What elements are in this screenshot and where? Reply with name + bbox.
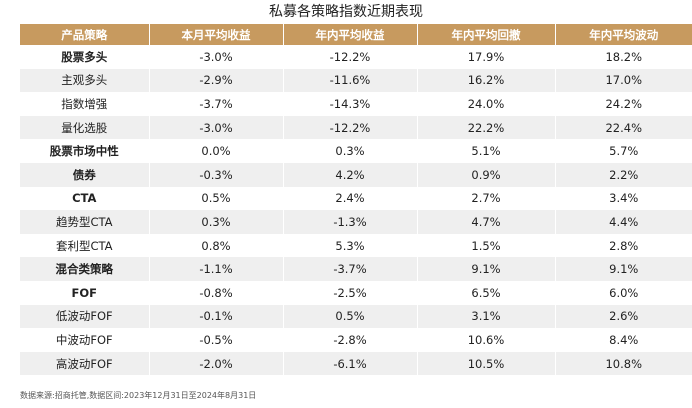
ytd-return-cell: -1.3% — [283, 210, 418, 234]
strategy-name-cell: 中波动FOF — [20, 328, 150, 352]
ytd-return-cell: -2.5% — [283, 280, 418, 305]
monthly-return-cell: 0.8% — [149, 233, 284, 258]
ytd-volatility-cell: 5.7% — [555, 139, 692, 163]
ytd-drawdown-cell: 17.9% — [417, 45, 556, 69]
header-ytd-return: 年内平均收益 — [283, 24, 418, 45]
strategy-name-cell: 趋势型CTA — [20, 210, 150, 234]
table-header-row: 产品策略 本月平均收益 年内平均收益 年内平均回撤 年内平均波动 — [20, 24, 692, 45]
monthly-return-cell: -1.1% — [149, 257, 284, 281]
ytd-drawdown-cell: 9.1% — [417, 257, 556, 281]
ytd-return-cell: -11.6% — [283, 68, 418, 93]
ytd-volatility-cell: 8.4% — [555, 328, 692, 352]
table-row: 低波动FOF -0.1% 0.5% 3.1% 2.6% — [20, 304, 692, 329]
ytd-drawdown-cell: 24.0% — [417, 92, 556, 116]
strategy-name-cell: 量化选股 — [20, 115, 150, 140]
header-monthly-return: 本月平均收益 — [149, 24, 284, 45]
monthly-return-cell: 0.3% — [149, 210, 284, 234]
ytd-return-cell: 2.4% — [283, 186, 418, 211]
table-row: 指数增强 -3.7% -14.3% 24.0% 24.2% — [20, 92, 692, 116]
data-source-note: 数据来源:招商托管,数据区间:2023年12月31日至2024年8月31日 — [20, 391, 257, 400]
monthly-return-cell: -0.5% — [149, 328, 284, 352]
ytd-drawdown-cell: 10.5% — [417, 351, 556, 376]
table-row: 高波动FOF -2.0% -6.1% 10.5% 10.8% — [20, 351, 692, 376]
ytd-return-cell: 0.3% — [283, 139, 418, 163]
table-row: CTA 0.5% 2.4% 2.7% 3.4% — [20, 186, 692, 211]
ytd-volatility-cell: 4.4% — [555, 210, 692, 234]
table-row: 股票市场中性 0.0% 0.3% 5.1% 5.7% — [20, 139, 692, 163]
monthly-return-cell: -3.7% — [149, 92, 284, 116]
strategy-name-cell: 套利型CTA — [20, 233, 150, 258]
strategy-name-cell: 低波动FOF — [20, 304, 150, 329]
ytd-return-cell: 4.2% — [283, 162, 418, 187]
strategy-name-cell: 混合类策略 — [20, 257, 150, 281]
table-row: 套利型CTA 0.8% 5.3% 1.5% 2.8% — [20, 233, 692, 258]
table-row: FOF -0.8% -2.5% 6.5% 6.0% — [20, 280, 692, 305]
table-row: 中波动FOF -0.5% -2.8% 10.6% 8.4% — [20, 328, 692, 352]
ytd-drawdown-cell: 22.2% — [417, 115, 556, 140]
ytd-volatility-cell: 22.4% — [555, 115, 692, 140]
ytd-return-cell: -12.2% — [283, 115, 418, 140]
ytd-volatility-cell: 6.0% — [555, 280, 692, 305]
strategy-name-cell: CTA — [20, 186, 150, 211]
ytd-volatility-cell: 2.8% — [555, 233, 692, 258]
strategy-name-cell: 高波动FOF — [20, 351, 150, 376]
ytd-return-cell: 0.5% — [283, 304, 418, 329]
ytd-drawdown-cell: 3.1% — [417, 304, 556, 329]
table-row: 主观多头 -2.9% -11.6% 16.2% 17.0% — [20, 68, 692, 93]
strategy-name-cell: 主观多头 — [20, 68, 150, 93]
strategy-name-cell: 债券 — [20, 162, 150, 187]
monthly-return-cell: -3.0% — [149, 45, 284, 69]
ytd-drawdown-cell: 5.1% — [417, 139, 556, 163]
table-row: 债券 -0.3% 4.2% 0.9% 2.2% — [20, 162, 692, 187]
strategy-name-cell: 指数增强 — [20, 92, 150, 116]
ytd-drawdown-cell: 0.9% — [417, 162, 556, 187]
ytd-volatility-cell: 2.6% — [555, 304, 692, 329]
ytd-return-cell: -2.8% — [283, 328, 418, 352]
ytd-volatility-cell: 17.0% — [555, 68, 692, 93]
monthly-return-cell: -2.9% — [149, 68, 284, 93]
header-strategy: 产品策略 — [20, 24, 150, 45]
ytd-drawdown-cell: 4.7% — [417, 210, 556, 234]
ytd-return-cell: -12.2% — [283, 45, 418, 69]
ytd-drawdown-cell: 16.2% — [417, 68, 556, 93]
strategy-performance-table: 产品策略 本月平均收益 年内平均收益 年内平均回撤 年内平均波动 股票多头 -3.… — [20, 24, 692, 376]
strategy-name-cell: 股票多头 — [20, 45, 150, 69]
monthly-return-cell: 0.5% — [149, 186, 284, 211]
ytd-drawdown-cell: 10.6% — [417, 328, 556, 352]
table-title: 私募各策略指数近期表现 — [269, 4, 423, 20]
ytd-return-cell: -3.7% — [283, 257, 418, 281]
ytd-return-cell: 5.3% — [283, 233, 418, 258]
monthly-return-cell: -0.3% — [149, 162, 284, 187]
monthly-return-cell: -0.8% — [149, 280, 284, 305]
table-row: 股票多头 -3.0% -12.2% 17.9% 18.2% — [20, 45, 692, 69]
table-row: 趋势型CTA 0.3% -1.3% 4.7% 4.4% — [20, 210, 692, 234]
ytd-drawdown-cell: 2.7% — [417, 186, 556, 211]
ytd-volatility-cell: 2.2% — [555, 162, 692, 187]
ytd-volatility-cell: 18.2% — [555, 45, 692, 69]
monthly-return-cell: -2.0% — [149, 351, 284, 376]
strategy-name-cell: FOF — [20, 280, 150, 305]
monthly-return-cell: -0.1% — [149, 304, 284, 329]
header-ytd-volatility: 年内平均波动 — [555, 24, 692, 45]
monthly-return-cell: -3.0% — [149, 115, 284, 140]
monthly-return-cell: 0.0% — [149, 139, 284, 163]
header-ytd-drawdown: 年内平均回撤 — [417, 24, 556, 45]
table-row: 混合类策略 -1.1% -3.7% 9.1% 9.1% — [20, 257, 692, 281]
ytd-return-cell: -14.3% — [283, 92, 418, 116]
ytd-volatility-cell: 10.8% — [555, 351, 692, 376]
ytd-return-cell: -6.1% — [283, 351, 418, 376]
ytd-volatility-cell: 9.1% — [555, 257, 692, 281]
strategy-name-cell: 股票市场中性 — [20, 139, 150, 163]
ytd-volatility-cell: 24.2% — [555, 92, 692, 116]
table-row: 量化选股 -3.0% -12.2% 22.2% 22.4% — [20, 115, 692, 140]
ytd-drawdown-cell: 6.5% — [417, 280, 556, 305]
ytd-drawdown-cell: 1.5% — [417, 233, 556, 258]
ytd-volatility-cell: 3.4% — [555, 186, 692, 211]
